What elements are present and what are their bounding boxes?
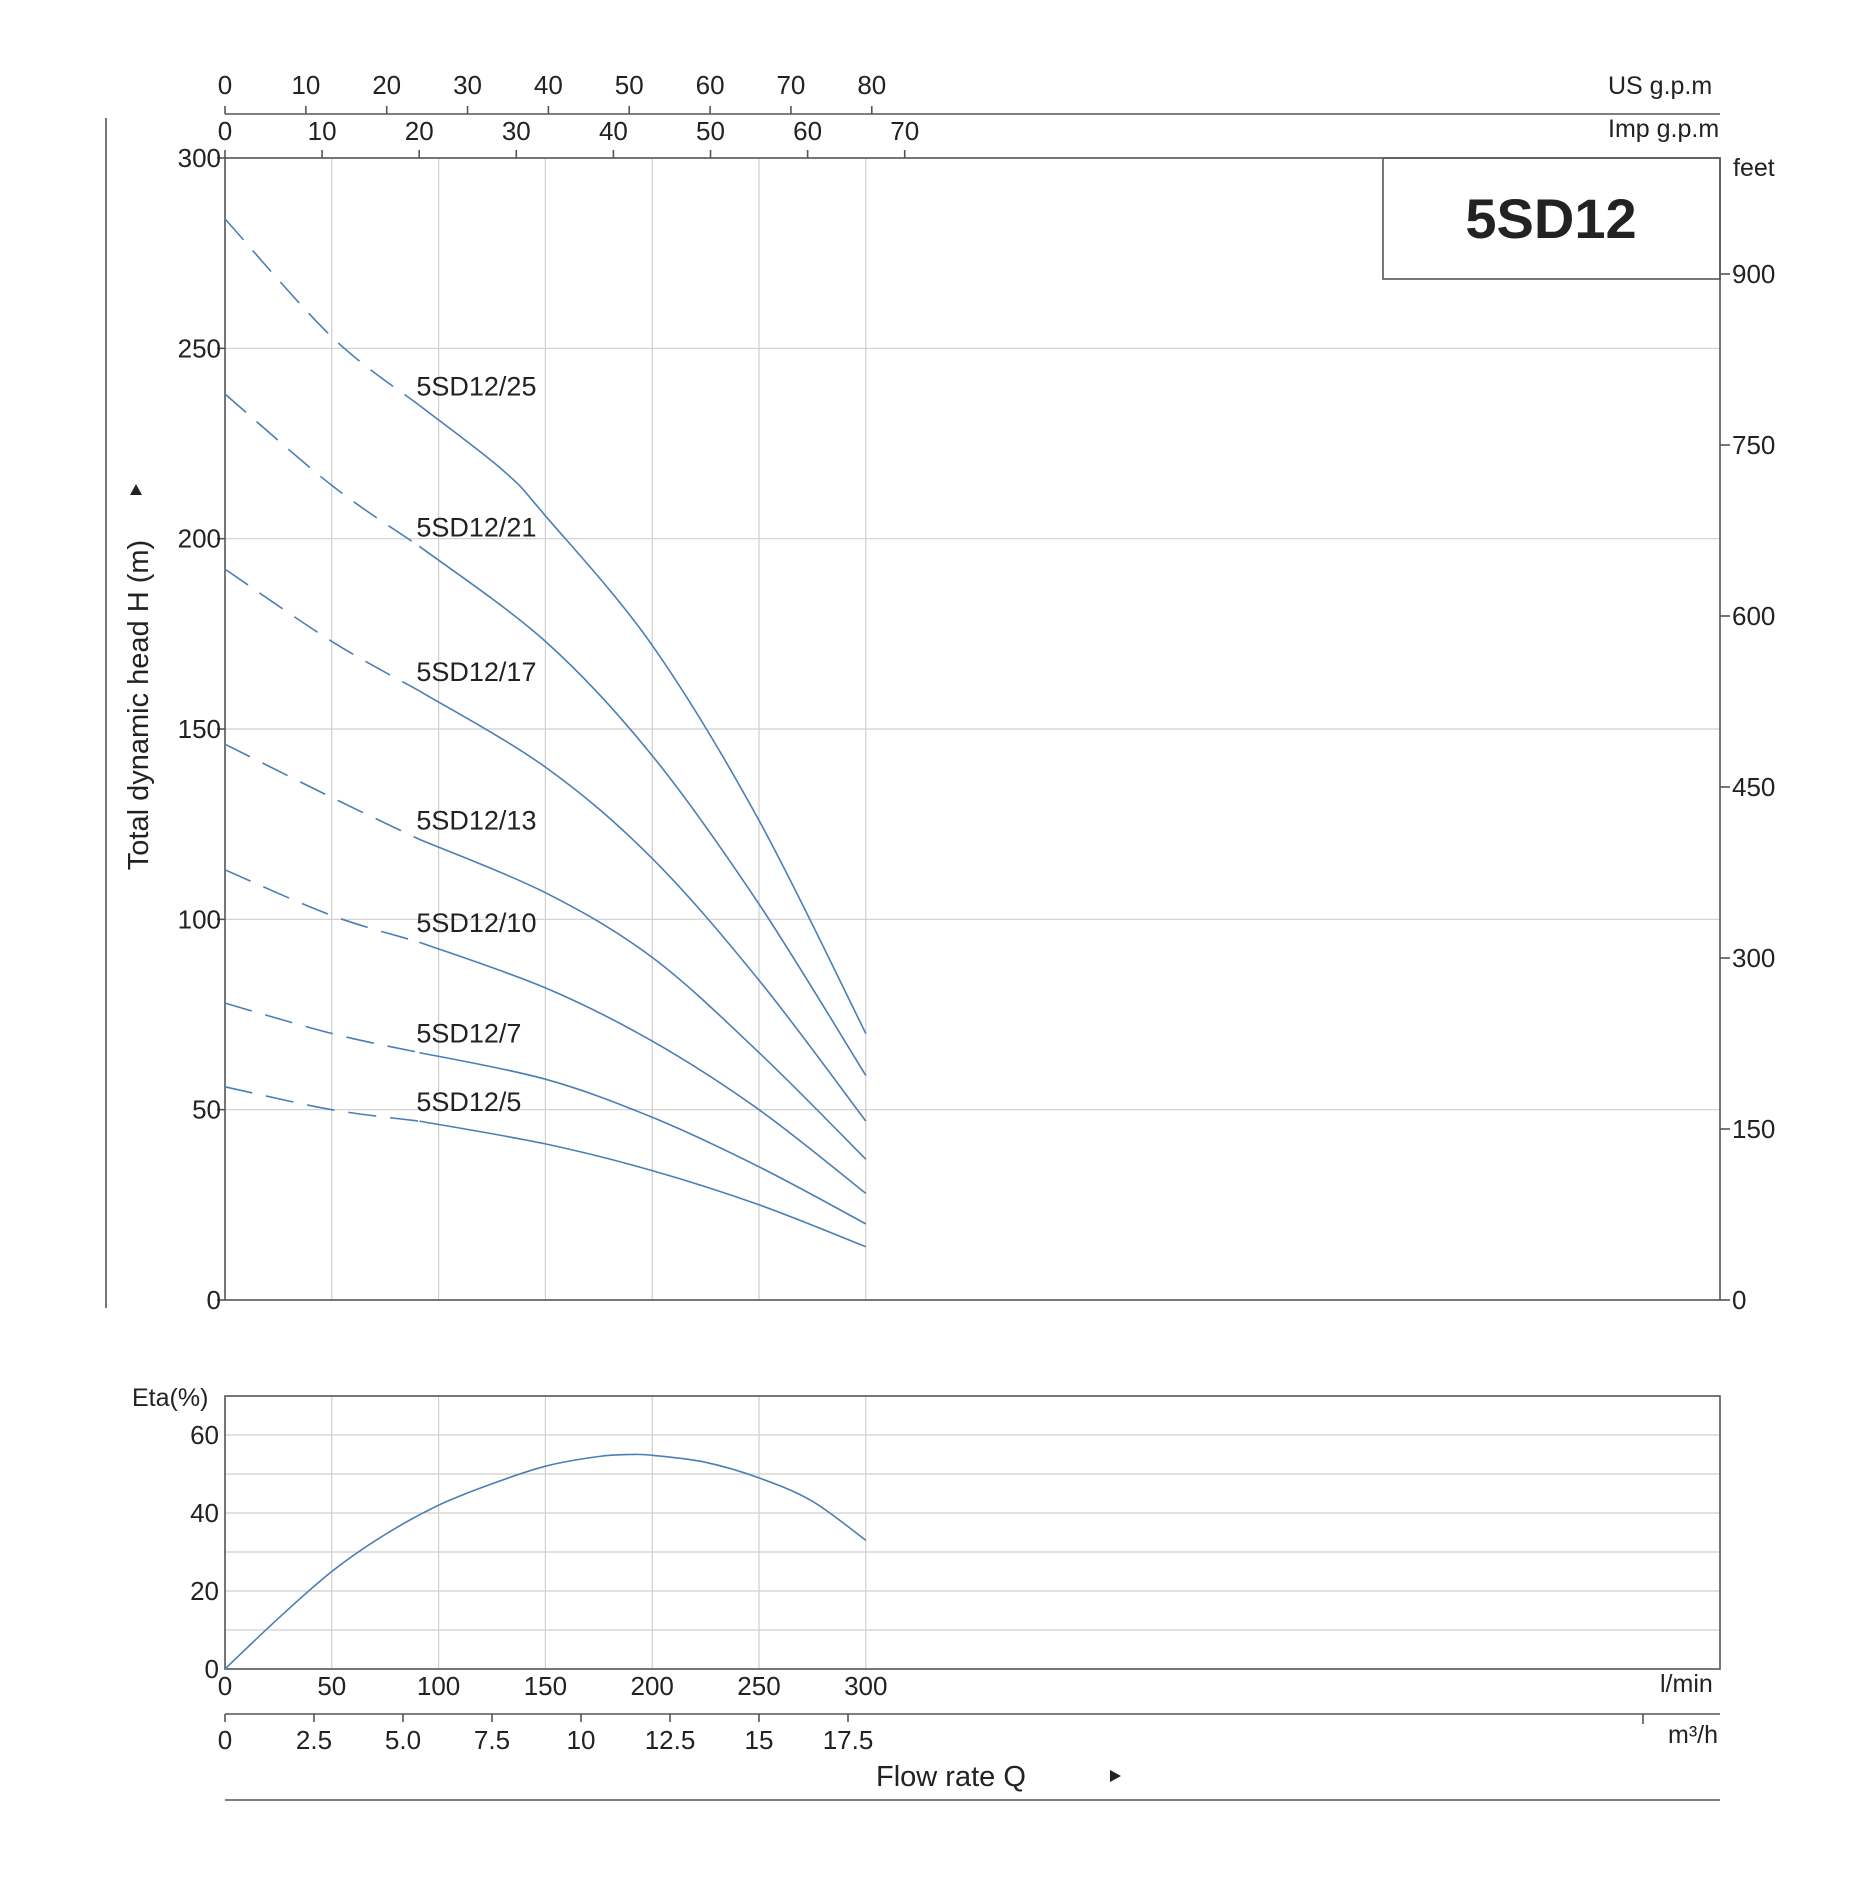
us-gpm-tick-label: 80 bbox=[857, 70, 886, 100]
m3h-tick-label: 0 bbox=[218, 1725, 232, 1755]
feet-unit-label: feet bbox=[1733, 154, 1775, 182]
head-curve bbox=[419, 1120, 867, 1248]
lpm-tick-label: 200 bbox=[631, 1671, 674, 1701]
imp-gpm-tick-label: 60 bbox=[793, 116, 822, 146]
lpm-tick-label: 300 bbox=[844, 1671, 887, 1701]
head-curve-label: 5SD12/10 bbox=[416, 908, 536, 938]
model-title-frame bbox=[1382, 157, 1721, 280]
feet-tick-label: 300 bbox=[1732, 943, 1775, 973]
efficiency-curves bbox=[224, 1453, 867, 1670]
head-curve-dashed bbox=[224, 743, 420, 841]
top-flow-axes: US g.p.m Imp g.p.m bbox=[225, 72, 1720, 143]
flow-rate-arrow-icon bbox=[1110, 1770, 1121, 1782]
model-title-box: 5SD12 bbox=[1382, 157, 1721, 280]
head-curve-label: 5SD12/5 bbox=[416, 1087, 521, 1117]
head-curve-dashed bbox=[224, 568, 420, 692]
m3h-tick-label: 10 bbox=[567, 1725, 596, 1755]
flow-rate-title: Flow rate Q bbox=[876, 1761, 1026, 1793]
head-curve bbox=[419, 1051, 867, 1225]
imp-gpm-tick-label: 70 bbox=[890, 116, 919, 146]
head-y-tick-label: 0 bbox=[207, 1285, 221, 1315]
lpm-tick-label: 250 bbox=[737, 1671, 780, 1701]
us-gpm-unit-label: US g.p.m bbox=[1608, 72, 1712, 100]
m3h-tick-label: 7.5 bbox=[474, 1725, 510, 1755]
imp-gpm-tick-label: 40 bbox=[599, 116, 628, 146]
head-axis-title-group: Total dynamic head H (m) bbox=[123, 484, 155, 870]
efficiency-y-tick-label: 60 bbox=[190, 1420, 219, 1450]
imp-gpm-tick-label: 20 bbox=[405, 116, 434, 146]
efficiency-curve bbox=[224, 1453, 867, 1670]
head-curve bbox=[418, 545, 867, 1076]
head-curve-label: 5SD12/13 bbox=[416, 805, 536, 835]
lpm-unit-label: l/min bbox=[1660, 1670, 1713, 1698]
lpm-tick-label: 0 bbox=[218, 1671, 232, 1701]
head-curve-dashed bbox=[224, 1002, 420, 1054]
eta-axis-title: Eta(%) bbox=[132, 1384, 208, 1412]
head-axis-arrow-icon bbox=[130, 484, 142, 495]
m3h-tick-label: 17.5 bbox=[823, 1725, 874, 1755]
head-y-tick-label: 200 bbox=[178, 524, 221, 554]
head-curve bbox=[419, 941, 867, 1195]
us-gpm-tick-label: 20 bbox=[372, 70, 401, 100]
feet-tick-label: 0 bbox=[1732, 1285, 1746, 1315]
us-gpm-tick-label: 10 bbox=[291, 70, 320, 100]
us-gpm-tick-label: 50 bbox=[615, 70, 644, 100]
head-y-tick-label: 250 bbox=[178, 333, 221, 363]
m3h-tick-label: 5.0 bbox=[385, 1725, 421, 1755]
head-curve-dashed bbox=[224, 1086, 420, 1122]
us-gpm-tick-label: 40 bbox=[534, 70, 563, 100]
head-curve-label: 5SD12/21 bbox=[416, 512, 536, 542]
feet-tick-label: 900 bbox=[1732, 259, 1775, 289]
us-gpm-tick-label: 70 bbox=[776, 70, 805, 100]
lpm-tick-label: 100 bbox=[417, 1671, 460, 1701]
head-axis-title: Total dynamic head H (m) bbox=[123, 540, 155, 870]
imp-gpm-tick-label: 0 bbox=[218, 116, 232, 146]
head-chart-grid bbox=[225, 158, 1720, 1300]
feet-tick-label: 600 bbox=[1732, 601, 1775, 631]
head-curve bbox=[419, 838, 867, 1160]
head-y-tick-label: 300 bbox=[178, 143, 221, 173]
imp-gpm-tick-label: 10 bbox=[308, 116, 337, 146]
head-curve-dashed bbox=[224, 869, 420, 943]
lpm-tick-label: 50 bbox=[317, 1671, 346, 1701]
head-y-tick-label: 50 bbox=[192, 1095, 221, 1125]
m3h-tick-label: 2.5 bbox=[296, 1725, 332, 1755]
head-y-tick-label: 100 bbox=[178, 904, 221, 934]
head-curve-dashed bbox=[224, 393, 420, 547]
head-curve-label: 5SD12/7 bbox=[416, 1019, 521, 1049]
head-curve-label: 5SD12/17 bbox=[416, 657, 536, 687]
head-curve-dashed bbox=[224, 218, 420, 407]
efficiency-y-tick-label: 40 bbox=[190, 1498, 219, 1528]
lower-flow-axes: l/min m³/h Flow rate Q bbox=[225, 1670, 1720, 1801]
m3h-tick-label: 12.5 bbox=[645, 1725, 696, 1755]
efficiency-y-tick-label: 20 bbox=[190, 1576, 219, 1606]
head-curve-label: 5SD12/25 bbox=[416, 371, 536, 401]
feet-tick-label: 450 bbox=[1732, 772, 1775, 802]
us-gpm-tick-label: 60 bbox=[696, 70, 725, 100]
feet-tick-label: 750 bbox=[1732, 430, 1775, 460]
head-curve bbox=[418, 690, 867, 1122]
m3h-unit-label: m³/h bbox=[1668, 1721, 1718, 1749]
imp-gpm-tick-label: 30 bbox=[502, 116, 531, 146]
imp-gpm-tick-label: 50 bbox=[696, 116, 725, 146]
efficiency-chart-grid bbox=[225, 1396, 1720, 1669]
feet-axis: feet bbox=[1733, 154, 1775, 182]
m3h-tick-label: 15 bbox=[745, 1725, 774, 1755]
us-gpm-tick-label: 30 bbox=[453, 70, 482, 100]
head-y-tick-label: 150 bbox=[178, 714, 221, 744]
feet-tick-label: 150 bbox=[1732, 1114, 1775, 1144]
imp-gpm-unit-label: Imp g.p.m bbox=[1608, 115, 1719, 143]
model-title: 5SD12 bbox=[1465, 187, 1636, 250]
efficiency-y-tick-label: 0 bbox=[205, 1654, 219, 1684]
us-gpm-tick-label: 0 bbox=[218, 70, 232, 100]
head-curves bbox=[224, 218, 867, 1248]
lpm-tick-label: 150 bbox=[524, 1671, 567, 1701]
head-curve-labels: 5SD12/25 5SD12/21 5SD12/17 5SD12/13 5SD12/10… bbox=[416, 371, 536, 1117]
efficiency-chart-frame bbox=[224, 1395, 1721, 1670]
head-curve bbox=[418, 404, 867, 1034]
